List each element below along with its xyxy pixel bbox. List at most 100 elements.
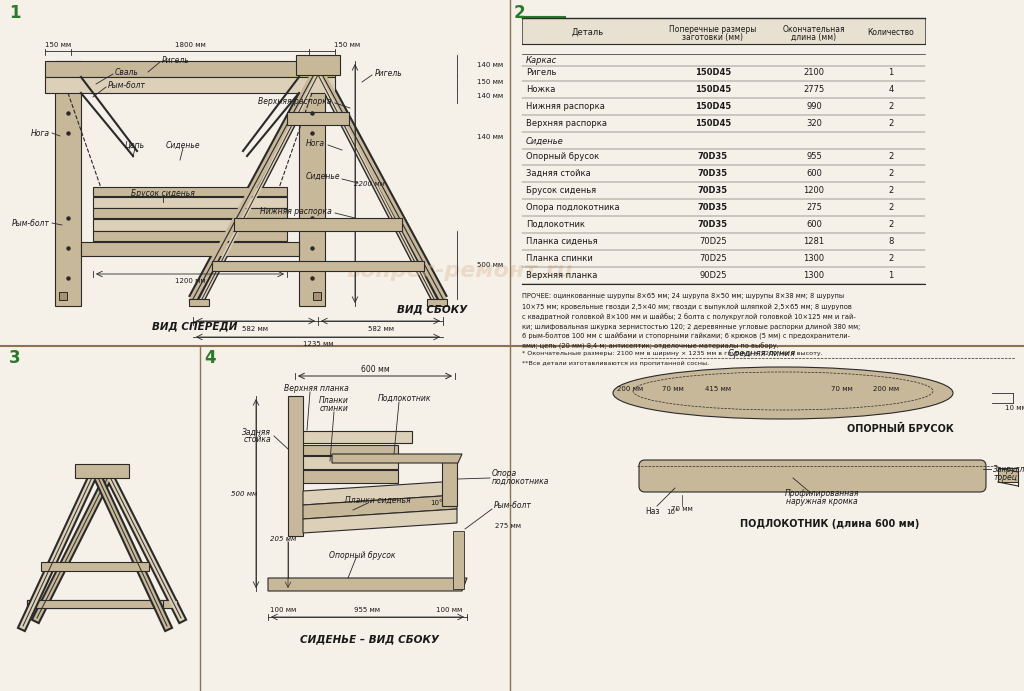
- Bar: [294, 431, 412, 443]
- Bar: [288, 396, 303, 536]
- Text: 70 мм: 70 мм: [831, 386, 853, 392]
- Text: 3: 3: [9, 349, 20, 367]
- Text: 2: 2: [889, 118, 894, 128]
- Text: Нижняя распорка: Нижняя распорка: [260, 207, 332, 216]
- Text: Опора подлокотника: Опора подлокотника: [526, 202, 620, 211]
- Bar: [189, 299, 209, 306]
- Text: Наз: Наз: [645, 507, 659, 515]
- Text: * Окончательные размеры: 2100 мм в ширину × 1235 мм в глубину × 2200 мм в высоту: * Окончательные размеры: 2100 мм в ширин…: [522, 351, 822, 356]
- Text: 1200: 1200: [804, 185, 824, 194]
- Bar: [55, 61, 81, 306]
- Text: 100 мм: 100 мм: [436, 607, 462, 613]
- Text: с квадратной головкой 8×100 мм и шайбы; 2 болта с полукруглой головкой 10×125 мм: с квадратной головкой 8×100 мм и шайбы; …: [522, 313, 856, 320]
- Text: подлокотника: подлокотника: [492, 477, 549, 486]
- Text: Планка сиденья: Планка сиденья: [526, 236, 598, 245]
- Bar: [45, 77, 335, 93]
- Text: 10×75 мм; кровельные гвозди 2,5×40 мм; гвозди с выпуклой шляпкой 2,5×65 мм; 8 шу: 10×75 мм; кровельные гвозди 2,5×40 мм; г…: [522, 303, 852, 310]
- Text: Поперечные размеры: Поперечные размеры: [670, 24, 757, 33]
- Text: 150D45: 150D45: [695, 84, 731, 93]
- Text: 150 мм: 150 мм: [45, 42, 71, 48]
- Text: 70D25: 70D25: [699, 254, 727, 263]
- Text: 582 мм: 582 мм: [243, 326, 268, 332]
- Text: 600 мм: 600 мм: [360, 364, 389, 374]
- Text: 2: 2: [889, 169, 894, 178]
- Text: 1300: 1300: [804, 254, 824, 263]
- Polygon shape: [303, 495, 457, 519]
- Text: 10°: 10°: [666, 509, 678, 515]
- Polygon shape: [303, 509, 457, 533]
- Text: СИДЕНЬЕ – ВИД СБОКУ: СИДЕНЬЕ – ВИД СБОКУ: [300, 634, 439, 644]
- Text: длина (мм): длина (мм): [792, 32, 837, 41]
- Polygon shape: [332, 454, 462, 463]
- Bar: [287, 112, 349, 125]
- Text: Нога: Нога: [31, 129, 50, 138]
- Polygon shape: [268, 578, 467, 591]
- Text: 2: 2: [889, 254, 894, 263]
- Text: Опорный брусок: Опорный брусок: [526, 151, 599, 160]
- Text: Брусок сиденья: Брусок сиденья: [526, 185, 596, 194]
- Bar: [93, 208, 287, 218]
- Text: Подлокотник: Подлокотник: [526, 220, 585, 229]
- Text: 2: 2: [513, 4, 525, 22]
- Bar: [233, 218, 402, 231]
- Text: торец: торец: [993, 473, 1017, 482]
- Text: 90D25: 90D25: [699, 270, 727, 279]
- Text: 500 мм: 500 мм: [230, 491, 257, 497]
- Text: Ригель: Ригель: [162, 55, 189, 64]
- Text: 205 мм: 205 мм: [270, 536, 296, 542]
- Text: Количество: Количество: [867, 28, 914, 37]
- Bar: [59, 292, 67, 300]
- Text: 70D35: 70D35: [698, 202, 728, 211]
- Text: 10°: 10°: [430, 500, 442, 506]
- Text: 6 рым-болтов 100 мм с шайбами и стопорными гайками; 6 крюков (5 мм) с предохрани: 6 рым-болтов 100 мм с шайбами и стопорны…: [522, 333, 850, 341]
- Text: 150D45: 150D45: [695, 118, 731, 128]
- Text: Ригель: Ригель: [526, 68, 556, 77]
- Text: 582 мм: 582 мм: [368, 326, 393, 332]
- Text: 955: 955: [806, 151, 822, 160]
- Text: 150 мм: 150 мм: [334, 42, 360, 48]
- Text: 2775: 2775: [804, 84, 824, 93]
- Text: 955 мм: 955 мм: [354, 607, 380, 613]
- Bar: [453, 531, 464, 589]
- Bar: [27, 600, 177, 608]
- Text: Задняя стойка: Задняя стойка: [526, 169, 591, 178]
- Text: 1: 1: [9, 4, 20, 22]
- Text: 2: 2: [889, 102, 894, 111]
- Text: Планки: Планки: [319, 395, 349, 404]
- Text: вопрос-ремонт.ru: вопрос-ремонт.ru: [347, 261, 573, 281]
- Text: Верхняя планка: Верхняя планка: [526, 270, 597, 279]
- Text: Задняя: Задняя: [242, 428, 271, 437]
- Text: 70D25: 70D25: [699, 236, 727, 245]
- Text: 70D35: 70D35: [698, 185, 728, 194]
- Text: ПОДЛОКОТНИК (длина 600 мм): ПОДЛОКОТНИК (длина 600 мм): [740, 519, 920, 529]
- Text: Каркас: Каркас: [526, 55, 557, 64]
- Bar: [442, 458, 457, 506]
- Text: Рым-болт: Рым-болт: [108, 80, 145, 90]
- Ellipse shape: [613, 367, 953, 419]
- Text: 990: 990: [806, 102, 822, 111]
- Text: 150D45: 150D45: [695, 68, 731, 77]
- Text: 2: 2: [889, 151, 894, 160]
- Bar: [522, 18, 925, 44]
- Text: 1200 мм: 1200 мм: [175, 278, 206, 284]
- Text: 320: 320: [806, 118, 822, 128]
- Text: 1: 1: [889, 270, 894, 279]
- Text: 140 мм: 140 мм: [477, 93, 503, 99]
- Text: Цепь: Цепь: [125, 140, 145, 149]
- Text: **Все детали изготавливаются из пропитанной сосны.: **Все детали изготавливаются из пропитан…: [522, 361, 710, 366]
- Text: Нижняя распорка: Нижняя распорка: [526, 102, 605, 111]
- Bar: [81, 242, 299, 256]
- FancyBboxPatch shape: [639, 460, 986, 492]
- Text: 1235 мм: 1235 мм: [303, 341, 333, 347]
- Text: ями; цепь (20 мм) 8,4 м; антисептик; отделочные материалы по выбору.: ями; цепь (20 мм) 8,4 м; антисептик; отд…: [522, 343, 778, 350]
- Text: 275 мм: 275 мм: [495, 523, 521, 529]
- Text: 1800 мм: 1800 мм: [175, 42, 206, 48]
- Text: 8: 8: [888, 236, 894, 245]
- Text: Опора: Опора: [492, 468, 517, 477]
- Bar: [93, 197, 287, 208]
- Bar: [41, 562, 150, 571]
- Text: стойка: стойка: [244, 435, 271, 444]
- Text: ПРОЧЕЕ: оцинкованные шурупы 8×65 мм; 24 шурупа 8×50 мм; шурупы 8×38 мм; 8 шурупы: ПРОЧЕЕ: оцинкованные шурупы 8×65 мм; 24 …: [522, 293, 844, 299]
- Text: 140 мм: 140 мм: [477, 134, 503, 140]
- Bar: [212, 261, 424, 271]
